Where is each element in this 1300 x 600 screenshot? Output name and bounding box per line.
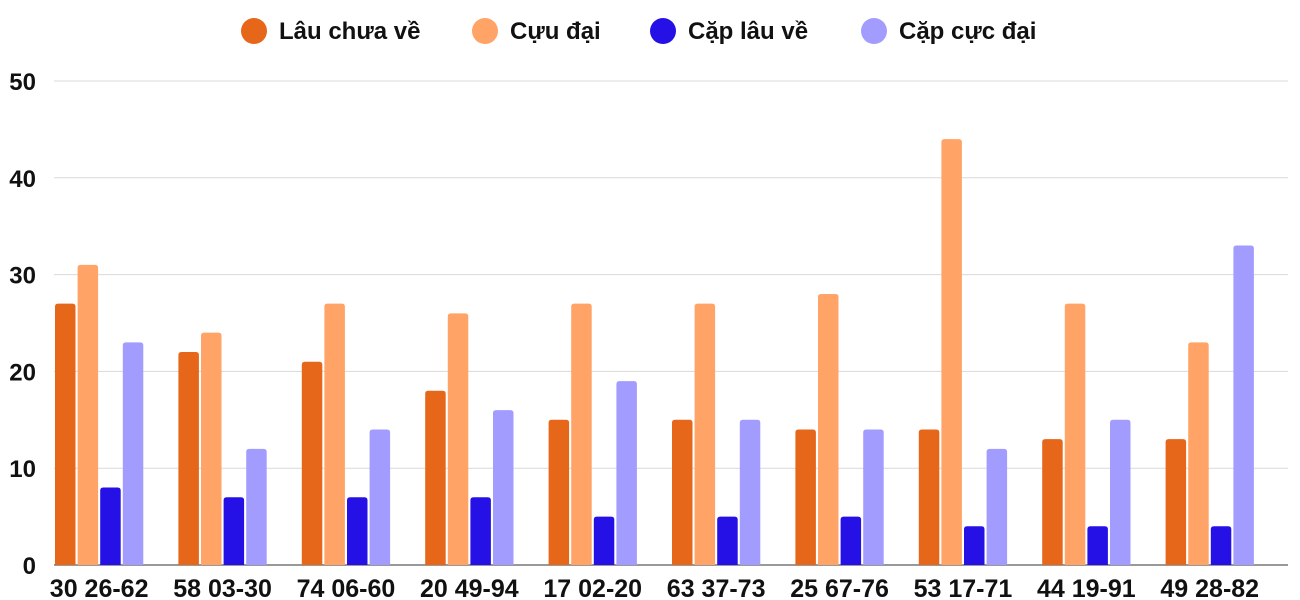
legend-label-0: Lâu chưa về <box>279 18 420 45</box>
bar-group-1 <box>178 332 267 565</box>
bar-4-series-2 <box>593 516 615 565</box>
bar-6-series-2 <box>840 516 862 565</box>
bar-4-series-1 <box>571 303 592 565</box>
bar-group-0 <box>55 264 144 565</box>
legend-label-3: Cặp cực đại <box>899 18 1036 45</box>
bar-6-series-3 <box>863 429 884 565</box>
bar-8-series-1 <box>1064 303 1086 565</box>
bar-group-5 <box>672 303 761 565</box>
x-tick-label-6: 25 67-76 <box>790 575 889 600</box>
bar-9-series-0 <box>1165 439 1187 565</box>
bar-group-3 <box>425 313 514 565</box>
bar-7-series-1 <box>941 139 962 565</box>
grid <box>54 80 1288 566</box>
bar-1-series-0 <box>178 352 199 565</box>
bar-4-series-0 <box>548 419 570 565</box>
y-tick-label-50: 50 <box>9 69 36 96</box>
bar-9-series-3 <box>1233 245 1254 565</box>
bar-3-series-1 <box>447 313 469 565</box>
bar-7-series-0 <box>918 429 940 565</box>
bar-0-series-3 <box>122 342 144 565</box>
legend-label-1: Cựu đại <box>510 18 601 45</box>
bar-5-series-2 <box>717 516 738 565</box>
y-tick-label-0: 0 <box>23 553 36 580</box>
bar-6-series-0 <box>795 429 816 565</box>
bar-0-series-1 <box>77 264 99 565</box>
bar-2-series-2 <box>347 497 368 565</box>
bar-7-series-2 <box>964 526 985 565</box>
bar-9-series-2 <box>1210 526 1232 565</box>
legend-marker-3 <box>861 18 887 44</box>
bar-group-9 <box>1165 245 1254 565</box>
bar-1-series-3 <box>246 448 267 565</box>
x-tick-label-8: 44 19-91 <box>1037 575 1136 600</box>
bar-6-series-1 <box>818 293 839 565</box>
x-tick-label-3: 20 49-94 <box>420 575 519 600</box>
bars <box>55 139 1254 565</box>
legend-label-2: Cặp lâu về <box>688 18 808 45</box>
bar-group-8 <box>1042 303 1131 565</box>
bar-5-series-0 <box>672 419 693 565</box>
bar-group-4 <box>548 303 637 565</box>
bar-8-series-3 <box>1110 419 1131 565</box>
x-axis: 30 26-62 58 03-30 74 06-60 20 49-94 17 02-20… <box>50 575 1259 600</box>
bar-3-series-3 <box>493 410 514 565</box>
x-tick-label-0: 30 26-62 <box>50 575 149 600</box>
bar-1-series-1 <box>201 332 222 565</box>
bar-5-series-3 <box>739 419 761 565</box>
y-tick-label-10: 10 <box>9 456 36 483</box>
bar-3-series-2 <box>470 497 491 565</box>
x-tick-label-4: 17 02-20 <box>543 575 642 600</box>
bar-8-series-2 <box>1087 526 1108 565</box>
x-tick-label-1: 58 03-30 <box>173 575 272 600</box>
bar-2-series-3 <box>369 429 391 565</box>
legend-marker-2 <box>650 18 676 44</box>
bar-3-series-0 <box>425 390 446 565</box>
legend: Lâu chưa về Cựu đại Cặp lâu về Cặp cực đại <box>241 18 1036 45</box>
bar-0-series-2 <box>100 487 121 565</box>
y-tick-label-30: 30 <box>9 263 36 290</box>
bar-0-series-0 <box>55 303 76 565</box>
bar-2-series-1 <box>324 303 345 565</box>
bar-4-series-3 <box>616 381 637 565</box>
bar-group-6 <box>795 293 884 565</box>
x-tick-label-7: 53 17-71 <box>914 575 1013 600</box>
bar-group-2 <box>301 303 391 565</box>
bar-7-series-3 <box>986 448 1008 565</box>
y-tick-label-20: 20 <box>9 359 36 386</box>
x-tick-label-5: 63 37-73 <box>667 575 766 600</box>
legend-marker-0 <box>241 18 267 44</box>
bar-5-series-1 <box>694 303 716 565</box>
bar-1-series-2 <box>223 497 245 565</box>
x-tick-label-9: 49 28-82 <box>1160 575 1259 600</box>
bar-8-series-0 <box>1042 439 1063 565</box>
x-tick-label-2: 74 06-60 <box>297 575 396 600</box>
bar-2-series-0 <box>301 361 323 565</box>
y-tick-label-40: 40 <box>9 166 36 193</box>
legend-marker-1 <box>472 18 498 44</box>
bar-group-7 <box>918 139 1008 565</box>
bar-9-series-1 <box>1188 342 1209 565</box>
y-axis: 0 10 20 30 40 50 <box>9 69 36 580</box>
